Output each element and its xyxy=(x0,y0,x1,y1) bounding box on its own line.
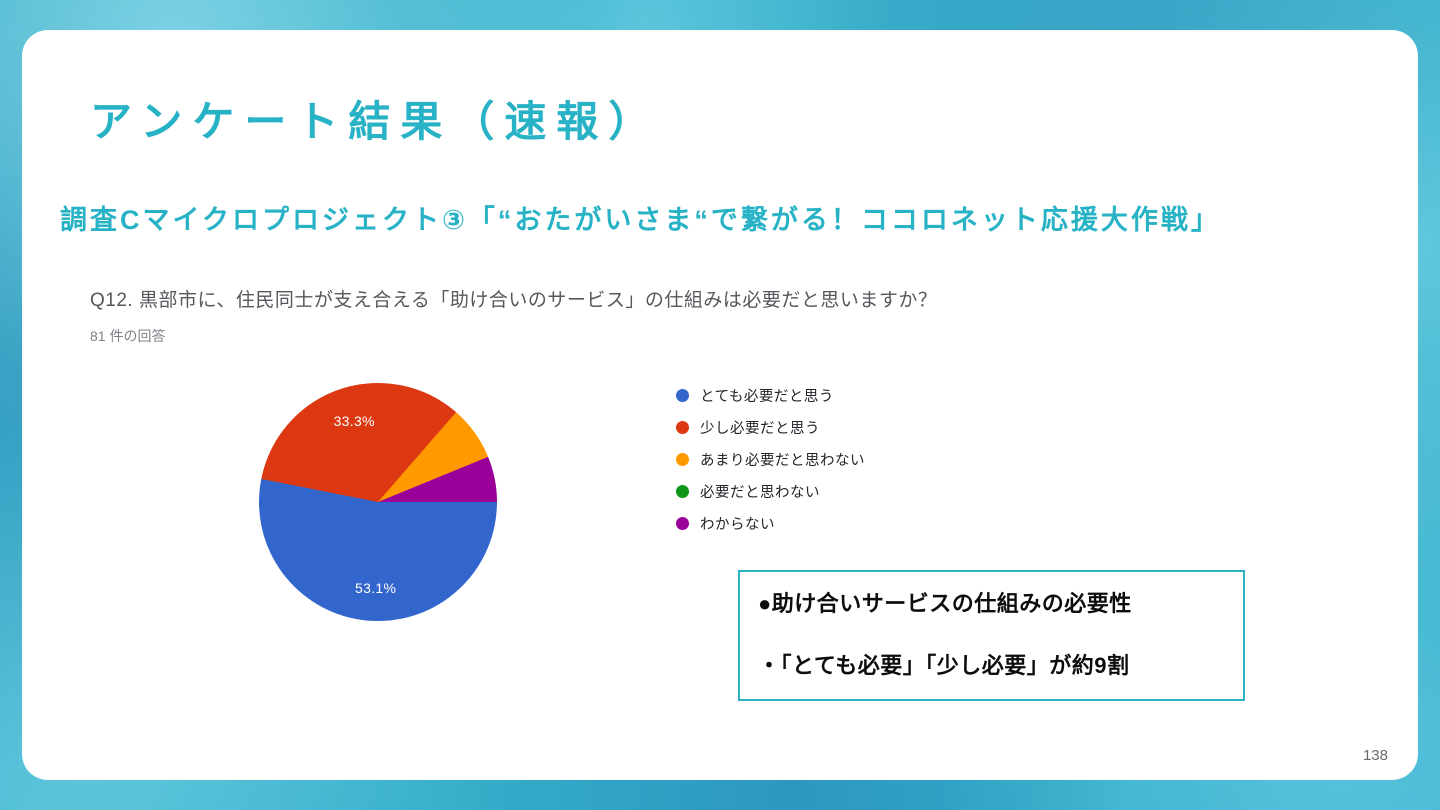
response-count: 81 件の回答 xyxy=(90,328,166,344)
legend-item: あまり必要だと思わない xyxy=(676,449,865,470)
legend-item: とても必要だと思う xyxy=(676,385,865,406)
legend-dot xyxy=(676,389,689,402)
legend-label: あまり必要だと思わない xyxy=(700,453,865,469)
legend-label: わからない xyxy=(700,517,775,533)
legend-dot xyxy=(676,517,689,530)
slide-subtitle: 調査Cマイクロプロジェクト③「“おたがいさま“で繋がる！ココロネット応援大作戦」 xyxy=(60,205,1221,235)
chart-legend: とても必要だと思う 少し必要だと思う あまり必要だと思わない 必要だと思わない … xyxy=(676,385,865,545)
callout-box: ●助け合いサービスの仕組みの必要性 ・「とても必要」「少し必要」が約9割 xyxy=(738,570,1245,701)
slide-title: アンケート結果（速報） xyxy=(90,98,661,145)
legend-label: 少し必要だと思う xyxy=(700,421,820,437)
legend-dot xyxy=(676,453,689,466)
legend-item: わからない xyxy=(676,513,865,534)
callout-heading: ●助け合いサービスの仕組みの必要性 xyxy=(758,591,1132,616)
pie-percent-label-blue: 53.1% xyxy=(355,579,397,596)
pie-percent-label-red: 33.3% xyxy=(333,413,375,430)
slide-card: アンケート結果（速報） 調査Cマイクロプロジェクト③「“おたがいさま“で繋がる！… xyxy=(22,30,1418,780)
callout-body: ・「とても必要」「少し必要」が約9割 xyxy=(758,653,1130,678)
page-number: 138 xyxy=(1362,747,1388,764)
legend-item: 必要だと思わない xyxy=(676,481,865,502)
chart-area: 53.1% 33.3% とても必要だと思う 少し必要だと思う あまり必要だと思わ… xyxy=(90,383,1370,621)
legend-label: 必要だと思わない xyxy=(700,485,820,501)
legend-item: 少し必要だと思う xyxy=(676,417,865,438)
legend-label: とても必要だと思う xyxy=(700,389,834,405)
survey-question: Q12. 黒部市に、住民同士が支え合える「助け合いのサービス」の仕組みは必要だと… xyxy=(90,290,938,311)
legend-dot xyxy=(676,485,689,498)
survey-result-embed: Q12. 黒部市に、住民同士が支え合える「助け合いのサービス」の仕組みは必要だと… xyxy=(90,285,1370,621)
pie-chart: 53.1% 33.3% xyxy=(259,383,497,621)
legend-dot xyxy=(676,421,689,434)
